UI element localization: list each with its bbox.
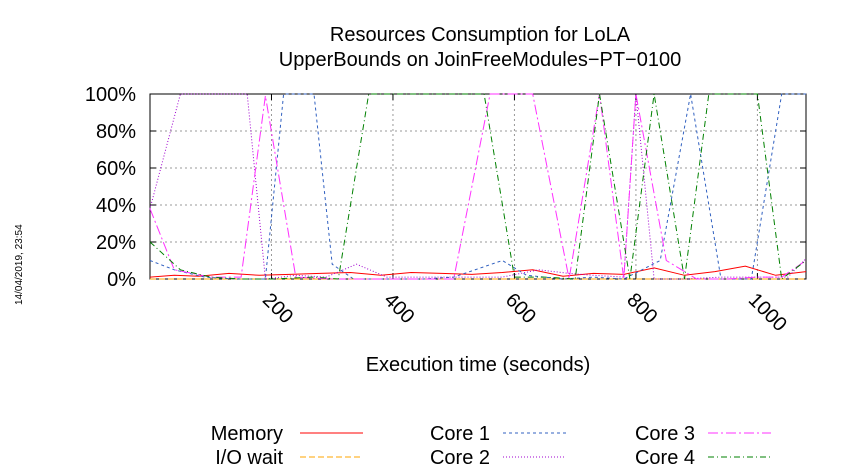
y-tick-label: 40%	[96, 195, 136, 217]
series-memory-line	[149, 265, 807, 278]
chart-title: Resources Consumption for LoLA	[330, 24, 631, 46]
legend-label: Core 2	[430, 447, 490, 469]
y-tick-label: 80%	[96, 121, 136, 143]
series-core-2-line	[149, 93, 807, 280]
y-tick-label: 0%	[107, 269, 136, 291]
x-tick-label: 600	[501, 289, 540, 328]
y-axis: 0% 20% 40% 60% 80% 100%	[85, 84, 806, 291]
series-lines	[149, 93, 807, 280]
series-core-1-line	[149, 93, 806, 280]
plot-frame	[149, 93, 807, 280]
x-tick-label: 200	[258, 289, 297, 328]
series-core-4-line	[149, 93, 807, 280]
legend-label: I/O wait	[215, 447, 283, 469]
timestamp-stamp: 14/04/2019, 23:54	[14, 224, 25, 305]
x-tick-label: 800	[622, 289, 661, 328]
legend-label: Core 4	[635, 447, 695, 469]
x-axis-label: Execution time (seconds)	[366, 354, 591, 376]
y-tick-label: 60%	[96, 158, 136, 180]
legend-label: Core 1	[430, 423, 490, 445]
series-core-3-line	[149, 93, 807, 280]
y-tick-label: 100%	[85, 84, 136, 106]
x-tick-label: 400	[379, 289, 418, 328]
y-tick-label: 20%	[96, 232, 136, 254]
x-tick-label: 1000	[744, 289, 791, 336]
legend-label: Memory	[211, 423, 283, 445]
legend-label: Core 3	[635, 423, 695, 445]
grid	[150, 94, 806, 279]
chart-subtitle: UpperBounds on JoinFreeModules−PT−0100	[279, 49, 681, 71]
